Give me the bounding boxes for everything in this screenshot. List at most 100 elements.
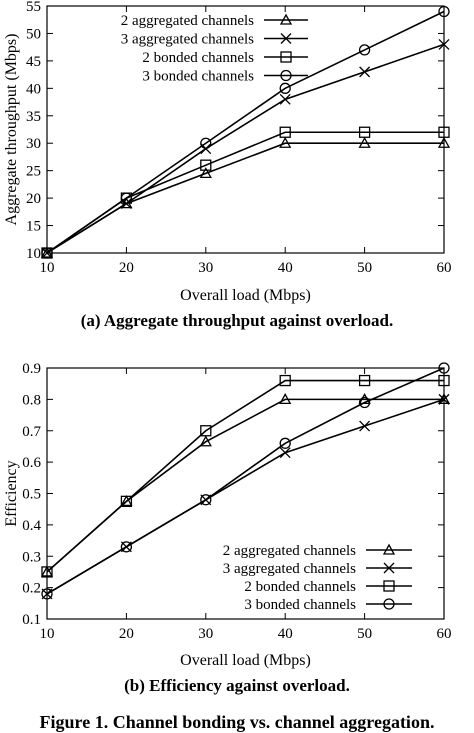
data-point-0-3-1 <box>120 192 133 204</box>
data-point-0-0-4 <box>358 136 371 148</box>
data-point-1-2-2 <box>200 425 212 437</box>
legend-label-1-3: 3 bonded channels <box>244 597 356 613</box>
data-point-1-1-3 <box>279 447 291 459</box>
y-tick-label-1-3: 0.4 <box>22 518 41 534</box>
y-tick-label-0-0: 10 <box>26 246 41 262</box>
x-tick-label-0-3: 40 <box>278 260 293 276</box>
legend-label-1-1: 3 aggregated channels <box>223 561 356 577</box>
chart-0: 10 20 30 40 50 60 10 15 20 25 30 35 40 45 50 55 Overall … <box>3 0 452 304</box>
y-tick-label-0-5: 35 <box>26 109 41 125</box>
x-tick-label-1-5: 60 <box>437 626 452 642</box>
y-axis-label-1: Efficiency <box>3 460 20 526</box>
series-0-0 <box>40 136 451 258</box>
y-tick-label-1-2: 0.3 <box>22 549 41 565</box>
caption-a: (a) Aggregate throughput against overloa… <box>80 311 394 330</box>
series-line-0-3 <box>46 10 445 254</box>
legend-marker-1-2 <box>383 580 395 592</box>
figure-caption: Figure 1. Channel bonding vs. channel ag… <box>39 712 435 732</box>
data-point-0-3-4 <box>358 44 371 56</box>
series-0-2 <box>41 126 450 259</box>
data-point-1-0-3 <box>279 393 292 405</box>
legend-marker-1-0 <box>382 543 396 555</box>
series-line-1-2 <box>46 379 444 573</box>
series-1-3 <box>41 362 450 600</box>
series-1-2 <box>41 374 450 578</box>
y-tick-label-0-1: 15 <box>26 219 41 235</box>
data-point-1-1-5 <box>438 393 450 405</box>
data-point-1-0-5 <box>437 393 451 405</box>
x-axis-label-0: Overall load (Mbps) <box>180 287 311 304</box>
legend-marker-0-2 <box>280 51 292 63</box>
data-point-0-3-5 <box>438 5 450 18</box>
series-line-0-0 <box>46 142 444 254</box>
data-point-1-3-5 <box>438 362 450 374</box>
data-point-1-3-0 <box>41 588 53 600</box>
data-point-1-3-4 <box>358 396 371 409</box>
y-tick-label-0-3: 25 <box>26 164 41 180</box>
x-tick-label-1-3: 40 <box>278 626 293 642</box>
data-point-1-0-1 <box>120 495 133 506</box>
series-line-1-3 <box>46 367 445 595</box>
x-tick-label-0-1: 20 <box>119 260 134 276</box>
chart-1: 10 20 30 40 50 60 0.1 0.2 0.3 0.4 0.5 0.6 0.7 0.8 0.9 O… <box>3 361 452 669</box>
data-point-0-3-0 <box>41 247 53 259</box>
data-point-1-2-5 <box>438 374 450 387</box>
caption-b: (b) Efficiency against overload. <box>124 676 350 695</box>
series-0-3 <box>41 5 450 259</box>
legend-marker-0-3 <box>280 69 292 82</box>
x-tick-label-1-4: 50 <box>357 626 372 642</box>
y-tick-label-1-8: 0.9 <box>22 361 41 377</box>
data-point-1-2-0 <box>41 566 53 578</box>
data-point-1-0-0 <box>40 565 54 577</box>
data-point-0-2-5 <box>438 126 450 138</box>
legend-label-1-0: 2 aggregated channels <box>223 543 356 559</box>
data-point-0-1-5 <box>438 38 450 50</box>
x-tick-label-1-0: 10 <box>40 626 55 642</box>
x-tick-label-0-5: 60 <box>437 260 452 276</box>
data-point-1-0-2 <box>199 435 212 447</box>
data-point-0-0-3 <box>279 136 292 148</box>
x-tick-label-0-4: 50 <box>357 260 372 276</box>
y-tick-label-0-4: 30 <box>26 136 41 152</box>
legend-label-0-1: 3 aggregated channels <box>121 32 254 48</box>
data-point-1-2-4 <box>358 374 371 387</box>
legend-label-0-2: 2 bonded channels <box>142 50 254 66</box>
data-point-0-0-2 <box>199 167 212 179</box>
legend-0: 2 aggregated channels 3 aggregated channe… <box>121 13 308 85</box>
legend-marker-1-1 <box>383 562 395 574</box>
legend-1: 2 aggregated channels 3 aggregated channe… <box>223 543 412 613</box>
y-tick-label-1-4: 0.5 <box>22 487 41 503</box>
y-tick-label-0-2: 20 <box>26 191 41 207</box>
data-point-0-1-4 <box>359 66 371 78</box>
y-tick-label-1-1: 0.2 <box>22 581 41 597</box>
data-point-0-2-3 <box>279 126 291 138</box>
y-tick-label-1-7: 0.8 <box>22 392 41 408</box>
data-point-0-0-0 <box>40 246 54 258</box>
data-point-0-3-2 <box>200 137 212 149</box>
legend-marker-0-0 <box>279 13 293 25</box>
data-point-1-3-2 <box>200 494 212 506</box>
data-point-1-3-1 <box>120 541 133 553</box>
x-tick-label-1-2: 30 <box>198 626 213 642</box>
y-tick-label-1-6: 0.7 <box>22 424 41 440</box>
data-point-1-3-3 <box>279 437 291 449</box>
series-line-0-2 <box>46 131 444 254</box>
y-tick-label-0-7: 45 <box>26 54 41 70</box>
legend-label-0-0: 2 aggregated channels <box>121 13 254 29</box>
y-axis-label-0: Aggregate throughput (Mbps) <box>3 34 20 226</box>
data-point-0-2-4 <box>358 126 371 138</box>
data-point-0-2-2 <box>200 159 212 171</box>
data-point-0-1-3 <box>279 93 291 105</box>
series-line-0-1 <box>46 43 445 254</box>
data-point-0-0-5 <box>437 136 451 148</box>
y-tick-label-0-8: 50 <box>26 26 41 42</box>
legend-label-0-3: 3 bonded channels <box>142 69 254 85</box>
legend-marker-1-3 <box>383 598 395 610</box>
data-point-0-3-3 <box>279 82 291 94</box>
data-point-1-2-3 <box>279 374 291 387</box>
data-point-1-1-4 <box>359 420 371 432</box>
y-tick-label-1-0: 0.1 <box>22 612 41 628</box>
legend-label-1-2: 2 bonded channels <box>244 579 356 595</box>
x-tick-label-1-1: 20 <box>119 626 134 642</box>
